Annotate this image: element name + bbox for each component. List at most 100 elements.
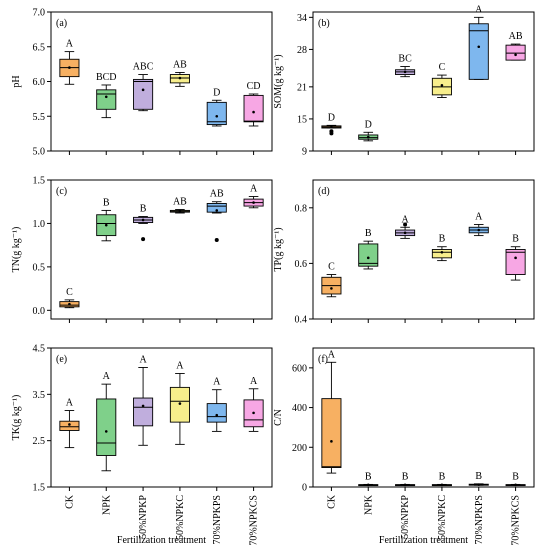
mean-marker [68, 423, 71, 426]
panel-label: (f) [318, 354, 328, 365]
box-CK: C [59, 287, 80, 309]
mean-marker [104, 95, 108, 99]
y-tick-label: 200 [292, 443, 307, 454]
significance-letter: B [402, 471, 409, 482]
mean-marker [403, 70, 407, 74]
box-50%NPKC: B [431, 234, 452, 262]
mean-marker [104, 430, 108, 433]
y-tick-label: 3.5 [33, 390, 46, 401]
y-axis-label: TN(g kg⁻¹) [11, 227, 22, 273]
mean-marker [141, 404, 145, 408]
box-body [505, 44, 526, 61]
box-body [206, 403, 227, 423]
plot-frame [50, 11, 273, 152]
panel-label: (a) [56, 18, 67, 29]
box-body [59, 420, 80, 431]
significance-letter: A [250, 376, 258, 387]
y-axis-label: TP(g kg⁻¹) [273, 227, 284, 271]
box-NPK: D [358, 119, 379, 142]
box-NPK: B [358, 228, 379, 270]
y-tick-label: 21 [297, 82, 307, 93]
panel-label: (c) [56, 186, 67, 197]
y-axis-label: TK(g kg⁻¹) [11, 395, 22, 441]
box-body [96, 89, 117, 110]
mean-marker [514, 483, 517, 487]
significance-letter: B [103, 197, 110, 208]
x-category-label: 70%NPKCS [511, 495, 522, 546]
mean-marker [215, 114, 219, 118]
box-body [133, 397, 154, 427]
mean-marker [104, 223, 108, 227]
significance-letter: AB [210, 189, 224, 200]
significance-letter: A [66, 39, 74, 50]
y-tick-label: 0.4 [295, 315, 308, 326]
y-tick-label: 9 [302, 147, 307, 158]
mean-marker [477, 45, 481, 49]
box-CK: C [321, 262, 342, 298]
box-body [358, 243, 379, 267]
box-body [505, 249, 526, 275]
mean-marker [215, 413, 219, 417]
mean-marker [252, 110, 255, 114]
box-70%NPKCS: AB [505, 31, 526, 61]
panel-4: 1.5 2.5 3.5 4.5 (e) TK(g kg⁻¹) A A A A A A CK NPK 50%N… [11, 344, 273, 546]
x-category-label: 50%NPKP [138, 495, 149, 539]
box-70%NPKPS: B [468, 471, 489, 486]
box-70%NPKPS: AB [206, 189, 227, 242]
y-tick-label: 2.5 [33, 436, 46, 447]
significance-letter: A [103, 371, 111, 382]
significance-letter: B [512, 234, 519, 245]
significance-letter: D [328, 112, 335, 123]
y-tick-label: 1.0 [33, 219, 46, 230]
plot-frame [312, 179, 535, 320]
mean-marker [477, 483, 481, 486]
panel-label: (b) [318, 18, 330, 29]
x-axis-title: Fertilization treatment [117, 535, 206, 546]
significance-letter: A [176, 360, 184, 371]
significance-letter: B [439, 471, 446, 482]
mean-marker [178, 76, 182, 80]
panel-0: 5.0 5.5 6.0 6.5 7.0 (a) pH A BCD ABC AB D CD [11, 8, 273, 158]
significance-letter: AB [509, 31, 523, 42]
mean-marker [440, 250, 444, 254]
x-axis-title: Fertilization treatment [379, 535, 468, 546]
significance-letter: A [250, 184, 258, 195]
y-tick-label: 5.5 [33, 112, 46, 123]
box-50%NPKC: AB [169, 197, 190, 214]
significance-letter: A [328, 349, 336, 360]
y-tick-label: 28 [297, 45, 307, 56]
mean-marker [178, 209, 182, 213]
box-70%NPKPS: A [206, 377, 227, 432]
box-body [321, 398, 342, 468]
box-50%NPKP: B [133, 203, 154, 242]
mean-marker [440, 83, 444, 87]
significance-letter: C [66, 287, 73, 298]
box-body [243, 94, 264, 123]
mean-marker [252, 201, 255, 204]
mean-marker [178, 402, 182, 405]
box-NPK: B [358, 471, 379, 487]
mean-marker [477, 228, 481, 232]
plot-frame [312, 347, 535, 488]
mean-marker [141, 88, 145, 92]
mean-marker [330, 125, 333, 129]
y-axis-label: pH [11, 75, 22, 87]
y-tick-label: 5.0 [33, 147, 46, 158]
mean-marker [514, 53, 517, 57]
y-tick-label: 600 [292, 363, 307, 374]
y-tick-label: 1.5 [33, 483, 46, 494]
mean-marker [514, 256, 517, 260]
significance-letter: A [401, 214, 409, 225]
mean-marker [403, 231, 407, 235]
box-50%NPKP: ABC [133, 62, 154, 112]
panel-5: 0 200 400 600 (f) C/N A B B B B B CK NPK 50%NPKP 50%NPK… [273, 347, 535, 546]
box-50%NPKP: B [395, 471, 416, 487]
panel-2: 0.0 0.5 1.0 1.5 (c) TN(g kg⁻¹) C B B AB AB A [11, 176, 273, 323]
significance-letter: BC [398, 54, 412, 65]
box-50%NPKC: AB [169, 59, 190, 87]
significance-letter: BCD [96, 72, 117, 83]
y-tick-label: 4.5 [33, 344, 46, 355]
y-tick-label: 1.5 [33, 176, 46, 187]
box-70%NPKPS: A [468, 211, 489, 237]
y-tick-label: 0.5 [33, 262, 46, 273]
